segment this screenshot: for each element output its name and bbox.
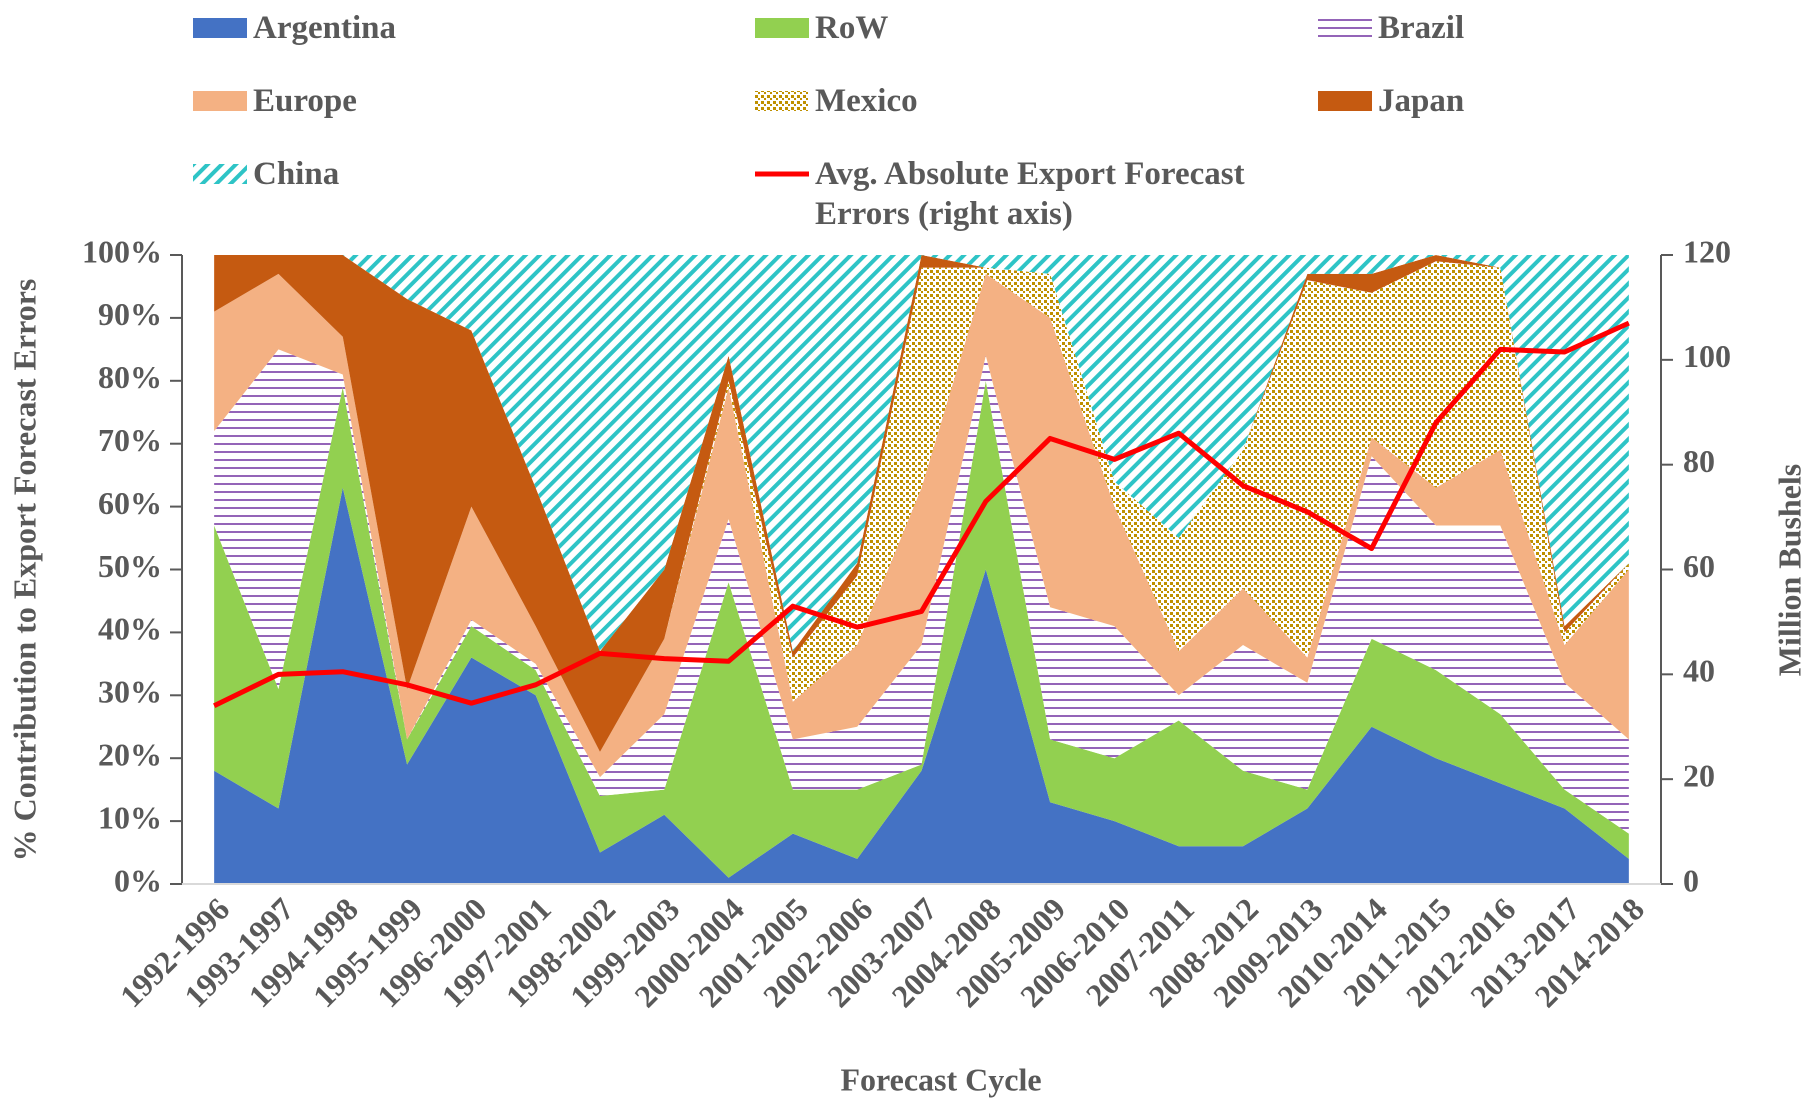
y-axis-title: % Contribution to Export Forecast Errors xyxy=(6,279,42,862)
area xyxy=(214,255,1629,652)
legend-item: Avg. Absolute Export Forecast Errors (ri… xyxy=(755,154,1275,234)
legend-rect xyxy=(755,18,809,38)
y2-tick-label: 60 xyxy=(1683,548,1715,584)
legend-label: Argentina xyxy=(253,10,396,46)
y-tick-label: 50% xyxy=(98,548,162,584)
legend-item: Mexico xyxy=(755,81,1275,121)
legend-item: Brazil xyxy=(1318,8,1817,48)
area xyxy=(214,255,1629,752)
legend-rect xyxy=(193,164,247,184)
legend-label: Brazil xyxy=(1378,10,1465,46)
legend-rect xyxy=(193,91,247,111)
area xyxy=(214,261,1629,752)
legend-label: Europe xyxy=(253,83,357,119)
legend-swatch xyxy=(193,91,247,111)
y-tick-label: 90% xyxy=(98,296,162,332)
area xyxy=(214,273,1629,778)
y-tick-label: 10% xyxy=(98,799,162,835)
y-tick-label: 30% xyxy=(98,674,162,710)
y-tick-label: 20% xyxy=(98,737,162,773)
y-tick-label: 80% xyxy=(98,359,162,395)
legend-label: RoW xyxy=(815,10,889,46)
area xyxy=(214,349,1629,834)
legend-label: Avg. Absolute Export Forecast Errors (ri… xyxy=(815,156,1245,232)
y-tick-label: 60% xyxy=(98,485,162,521)
legend-swatch xyxy=(755,18,809,38)
legend-rect xyxy=(755,91,809,111)
y2-tick-label: 120 xyxy=(1683,233,1731,269)
legend-rect xyxy=(193,18,247,38)
legend-rect xyxy=(1318,18,1372,38)
area xyxy=(214,487,1629,884)
y2-axis-title: Million Bushels xyxy=(1771,464,1807,677)
legend-item: Japan xyxy=(1318,81,1817,121)
legend-swatch xyxy=(755,171,809,177)
y-tick-label: 40% xyxy=(98,611,162,647)
legend-item: Argentina xyxy=(193,8,713,48)
legend-label: Japan xyxy=(1378,83,1465,119)
legend-label: Mexico xyxy=(815,83,918,119)
legend-item: Europe xyxy=(193,81,713,121)
area xyxy=(214,380,1629,878)
y-tick-label: 100% xyxy=(82,233,162,269)
y2-tick-label: 40 xyxy=(1683,653,1715,689)
legend-rect xyxy=(1318,91,1372,111)
legend-swatch xyxy=(1318,18,1372,38)
legend-swatch xyxy=(1318,91,1372,111)
y2-tick-label: 20 xyxy=(1683,758,1715,794)
legend-swatch xyxy=(755,91,809,111)
y2-tick-label: 0 xyxy=(1683,862,1699,898)
x-axis-title: Forecast Cycle xyxy=(840,1061,1041,1097)
y-tick-label: 70% xyxy=(98,422,162,458)
legend-item: China xyxy=(193,154,713,194)
y2-tick-label: 100 xyxy=(1683,338,1731,374)
y-tick-label: 0% xyxy=(114,862,162,898)
line xyxy=(213,320,1630,709)
legend-label: China xyxy=(253,156,340,192)
legend-swatch xyxy=(193,18,247,38)
legend-item: RoW xyxy=(755,8,1275,48)
y2-tick-label: 80 xyxy=(1683,443,1715,479)
legend-swatch xyxy=(193,164,247,184)
